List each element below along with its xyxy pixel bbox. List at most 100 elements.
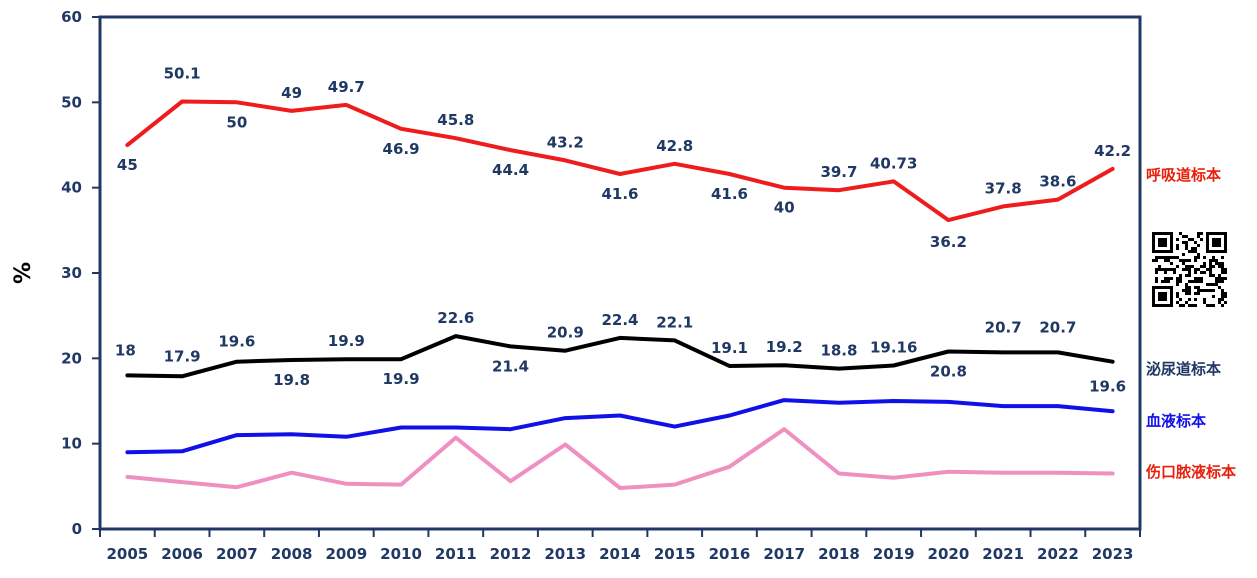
qr-module <box>1206 289 1209 292</box>
qr-module <box>1179 298 1182 301</box>
qr-module <box>1188 286 1191 289</box>
series-lines <box>125 99 1115 490</box>
qr-module <box>1164 304 1167 307</box>
qr-module <box>1170 295 1173 298</box>
data-label: 49.7 <box>328 78 365 96</box>
qr-code-icon <box>1152 232 1227 307</box>
qr-module <box>1197 286 1200 289</box>
qr-module <box>1170 262 1173 265</box>
qr-module <box>1212 250 1215 253</box>
plot-area-frame <box>98 15 1142 531</box>
qr-module <box>1188 259 1191 262</box>
qr-module <box>1182 289 1185 292</box>
qr-module <box>1170 238 1173 241</box>
qr-module <box>1152 247 1155 250</box>
qr-module <box>1197 256 1200 259</box>
qr-module <box>1191 247 1194 250</box>
data-label: 41.6 <box>711 185 748 203</box>
qr-module <box>1176 283 1179 286</box>
qr-module <box>1155 250 1158 253</box>
data-label: 44.4 <box>492 161 529 179</box>
qr-module <box>1194 250 1197 253</box>
qr-module <box>1176 301 1179 304</box>
qr-module <box>1221 298 1224 301</box>
qr-module <box>1203 262 1206 265</box>
qr-module <box>1176 247 1179 250</box>
qr-module <box>1194 277 1197 280</box>
qr-module <box>1218 286 1221 289</box>
data-label: 45 <box>117 156 138 174</box>
qr-module <box>1200 271 1203 274</box>
qr-module <box>1188 250 1191 253</box>
qr-module <box>1203 256 1206 259</box>
qr-module <box>1212 241 1215 244</box>
qr-module <box>1164 298 1167 301</box>
x-tick-label: 2017 <box>763 545 805 563</box>
qr-module <box>1185 286 1188 289</box>
qr-module <box>1197 232 1200 235</box>
qr-module <box>1170 268 1173 271</box>
qr-module <box>1218 301 1221 304</box>
qr-module <box>1212 265 1215 268</box>
qr-module <box>1197 244 1200 247</box>
qr-module <box>1182 262 1185 265</box>
data-label: 45.8 <box>437 111 474 129</box>
data-label: 38.6 <box>1039 173 1076 191</box>
data-label: 36.2 <box>930 233 967 251</box>
qr-module <box>1200 277 1203 280</box>
series-label: 泌尿道标本 <box>1146 360 1221 378</box>
qr-module <box>1164 280 1167 283</box>
qr-module <box>1215 259 1218 262</box>
qr-module <box>1152 250 1155 253</box>
qr-module <box>1224 238 1227 241</box>
qr-module <box>1170 256 1173 259</box>
qr-module <box>1152 232 1155 235</box>
data-label: 40 <box>774 199 795 217</box>
data-label: 50 <box>226 113 247 131</box>
qr-module <box>1158 250 1161 253</box>
qr-module <box>1155 280 1158 283</box>
y-tick-label: 50 <box>61 93 82 111</box>
x-tick-label: 2020 <box>928 545 970 563</box>
qr-module <box>1152 259 1155 262</box>
data-label: 22.1 <box>656 313 693 331</box>
qr-module <box>1158 232 1161 235</box>
qr-module <box>1200 232 1203 235</box>
qr-module <box>1167 304 1170 307</box>
data-label: 17.9 <box>164 347 201 365</box>
qr-module <box>1182 268 1185 271</box>
qr-module <box>1215 277 1218 280</box>
data-label: 19.9 <box>383 370 420 388</box>
qr-module <box>1218 298 1221 301</box>
qr-module <box>1200 238 1203 241</box>
qr-module <box>1188 304 1191 307</box>
x-tick-label: 2006 <box>161 545 203 563</box>
qr-module <box>1170 241 1173 244</box>
qr-module <box>1176 292 1179 295</box>
qr-module <box>1164 232 1167 235</box>
qr-module <box>1167 259 1170 262</box>
qr-module <box>1221 232 1224 235</box>
qr-module <box>1194 268 1197 271</box>
y-tick-label: 20 <box>61 349 82 367</box>
qr-module <box>1218 250 1221 253</box>
qr-module <box>1206 283 1209 286</box>
qr-module <box>1188 298 1191 301</box>
qr-module <box>1182 253 1185 256</box>
qr-module <box>1212 244 1215 247</box>
qr-module <box>1185 265 1188 268</box>
qr-module <box>1218 241 1221 244</box>
qr-module <box>1191 280 1194 283</box>
y-tick-label: 10 <box>61 435 82 453</box>
qr-module <box>1161 232 1164 235</box>
qr-module <box>1164 277 1167 280</box>
data-label: 42.2 <box>1094 142 1131 160</box>
data-labels: 45 50.1 50 49 49.7 46.9 45.8 44.4 43.2 41.6 42.8 41… <box>115 64 1131 395</box>
qr-module <box>1176 244 1179 247</box>
qr-module <box>1185 241 1188 244</box>
x-tick-label: 2005 <box>106 545 148 563</box>
qr-module <box>1170 277 1173 280</box>
qr-module <box>1164 250 1167 253</box>
data-label: 50.1 <box>164 64 201 82</box>
qr-module <box>1221 277 1224 280</box>
